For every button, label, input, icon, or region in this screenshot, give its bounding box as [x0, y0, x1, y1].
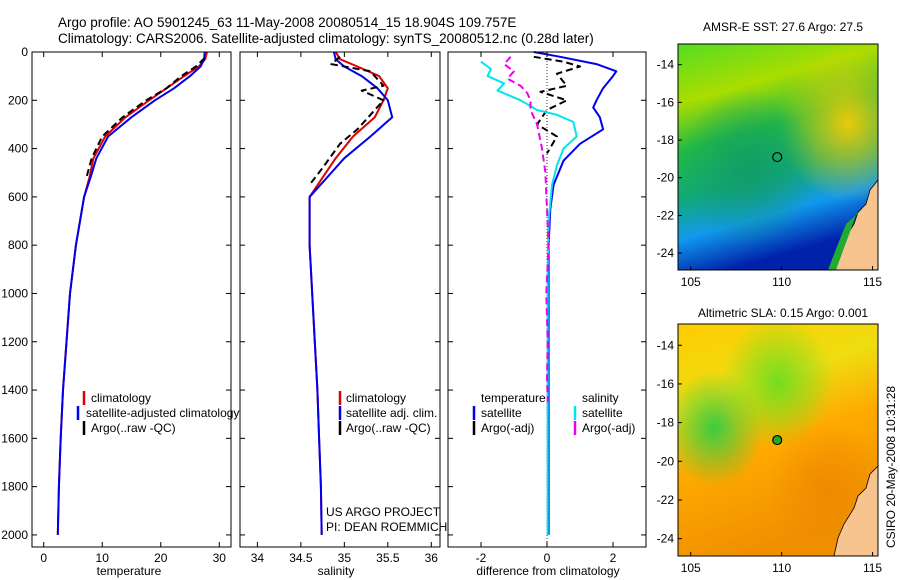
sst-map-ytick-label-3: -20: [657, 171, 675, 185]
difference-legend-heading-salinity: salinity: [582, 391, 619, 405]
sla-map-xtick-label-1: 110: [772, 561, 791, 575]
temperature-profile-series-0: [56, 51, 208, 535]
salinity-xlabel: salinity: [318, 564, 355, 578]
temperature-profile-series-2: [85, 57, 206, 178]
sst-map-ytick-label-1: -16: [657, 95, 675, 109]
sla-map-xtick-label-0: 105: [681, 561, 701, 575]
sla-map-ytick-label-4: -22: [657, 493, 675, 507]
difference-legend-sal-argo: Argo(-adj): [582, 421, 635, 435]
difference-profile-series-3: [503, 56, 550, 403]
sst-map-frame: [677, 43, 879, 271]
sla-map-frame: [677, 323, 879, 557]
temperature-profile-xtick-label-2: 20: [154, 551, 168, 565]
depth-tick-label-7: 1400: [1, 383, 28, 397]
salinity-frame: [239, 51, 441, 548]
difference-legend-temp-satellite: satellite: [481, 406, 522, 420]
sla-map-ytick-label-1: -16: [657, 377, 675, 391]
sst-map-ytick-label-4: -22: [657, 208, 675, 222]
depth-tick-label-8: 1600: [1, 431, 28, 445]
depth-tick-label-3: 600: [8, 190, 28, 204]
salinity-profile-xtick-label-4: 36: [425, 551, 439, 565]
figure-title-line1: Argo profile: AO 5901245_63 11-May-2008 …: [58, 15, 516, 30]
temperature-legend-climatology: climatology: [91, 391, 151, 405]
salinity-profile-xtick-label-0: 34: [251, 551, 265, 565]
salinity-profile-series-1: [308, 51, 394, 535]
depth-tick-label-5: 1000: [1, 286, 28, 300]
salinity-axis-ticks: 34 34.5 35 35.5 36: [240, 51, 440, 565]
temperature-axis-ticks: 0 10 20 30 0 200 400 600 800 1000 1200 1400 1600 1800…: [1, 45, 231, 565]
temperature-profile-xtick-label-1: 10: [96, 551, 110, 565]
sst-map-ytick-label-2: -18: [657, 133, 675, 147]
sla-land: [833, 465, 878, 556]
depth-tick-label-10: 2000: [1, 528, 28, 542]
salinity-profile-xtick-label-3: 35.5: [376, 551, 400, 565]
difference-profile-xtick-label-1: 0: [544, 551, 551, 565]
salinity-panel: 34 34.5 35 35.5 36 salinity climatology sate…: [239, 51, 447, 578]
sla-map-ytick-label-3: -20: [657, 454, 675, 468]
sst-map-ytick-label-0: -14: [657, 58, 675, 72]
sla-map-ytick-label-0: -14: [657, 338, 675, 352]
difference-profile-series-1: [533, 55, 581, 154]
difference-axis-ticks: -2 0 2: [448, 51, 646, 565]
sla-argo-marker: [772, 434, 783, 446]
sla-map-ticks: 105 110 115 -14 -16 -18 -20 -22 -24: [657, 338, 883, 575]
temperature-legend-argo: Argo(..raw -QC): [91, 421, 176, 435]
temperature-frame: [31, 51, 232, 548]
sst-argo-marker: [772, 151, 783, 163]
figure-title-line2: Climatology: CARS2006. Satellite-adjuste…: [58, 31, 594, 46]
salinity-legend-climatology: climatology: [346, 391, 406, 405]
salinity-profile-xtick-label-1: 34.5: [289, 551, 313, 565]
depth-tick-label-4: 800: [8, 238, 28, 252]
sla-map-ytick-label-5: -24: [657, 532, 675, 546]
depth-tick-label-2: 400: [8, 142, 28, 156]
temperature-profile-xtick-label-0: 0: [40, 551, 47, 565]
sst-map-panel: AMSR-E SST: 27.6 Argo: 27.5 105 110 115 -14…: [657, 20, 883, 289]
sst-map-xtick-label-2: 115: [863, 275, 882, 289]
sst-map-xtick-label-1: 110: [772, 275, 791, 289]
salinity-profile-series-2: [308, 56, 385, 186]
temperature-xlabel: temperature: [97, 564, 162, 578]
sst-map-xtick-label-0: 105: [681, 275, 701, 289]
difference-panel: -2 0 2 difference from climatology tempera…: [447, 51, 647, 578]
sla-map-title: Altimetric SLA: 0.15 Argo: 0.001: [698, 306, 868, 320]
sst-heatmap: [678, 44, 878, 270]
sst-coast-shelf: [828, 208, 864, 270]
depth-tick-label-9: 1800: [1, 480, 28, 494]
sst-map-ticks: 105 110 115 -14 -16 -18 -20 -22 -24: [657, 58, 883, 289]
depth-tick-label-6: 1200: [1, 335, 28, 349]
difference-legend-sal-satellite: satellite: [582, 406, 623, 420]
salinity-series-lines: [308, 51, 394, 535]
temperature-legend-satellite: satellite-adjusted climatology: [86, 406, 239, 420]
difference-profile-series-0: [533, 51, 618, 535]
difference-legend-heading-temperature: temperature: [481, 391, 546, 405]
temperature-profile-series-1: [56, 51, 206, 535]
salinity-profile-xtick-label-2: 35: [338, 551, 352, 565]
temperature-profile-xtick-label-3: 30: [213, 551, 227, 565]
temperature-panel: 0 10 20 30 0 200 400 600 800 1000 1200 1400 1600 1800…: [1, 45, 239, 578]
sst-map-ytick-label-5: -24: [657, 246, 675, 260]
salinity-legend: climatology satellite adj. clim. Argo(..…: [338, 391, 437, 435]
temperature-legend: climatology satellite-adjusted climatolo…: [76, 391, 239, 435]
project-annotation: US ARGO PROJECT: [326, 505, 441, 519]
difference-profile-series-2: [480, 60, 578, 535]
difference-profile-xtick-label-2: 2: [610, 551, 617, 565]
sla-map-panel: Altimetric SLA: 0.15 Argo: 0.001 105 110 1…: [657, 306, 883, 575]
depth-tick-label-0: 0: [21, 45, 28, 59]
csiro-timestamp: CSIRO 20-May-2008 10:31:28: [884, 386, 898, 548]
difference-series-lines: [480, 51, 618, 547]
difference-legend: temperature satellite Argo(-adj) salinit…: [472, 391, 635, 435]
sla-map-xtick-label-2: 115: [863, 561, 882, 575]
difference-legend-temp-argo: Argo(-adj): [481, 421, 534, 435]
difference-xlabel: difference from climatology: [476, 564, 619, 578]
sla-map-ytick-label-2: -18: [657, 416, 675, 430]
pi-annotation: PI: DEAN ROEMMICH: [326, 520, 447, 534]
salinity-profile-series-0: [308, 51, 389, 535]
sst-map-title: AMSR-E SST: 27.6 Argo: 27.5: [703, 20, 863, 34]
salinity-legend-satellite: satellite adj. clim.: [346, 406, 437, 420]
temperature-series-lines: [56, 51, 208, 535]
depth-tick-label-1: 200: [8, 93, 28, 107]
salinity-legend-argo: Argo(..raw -QC): [346, 421, 431, 435]
difference-profile-xtick-label-0: -2: [476, 551, 487, 565]
